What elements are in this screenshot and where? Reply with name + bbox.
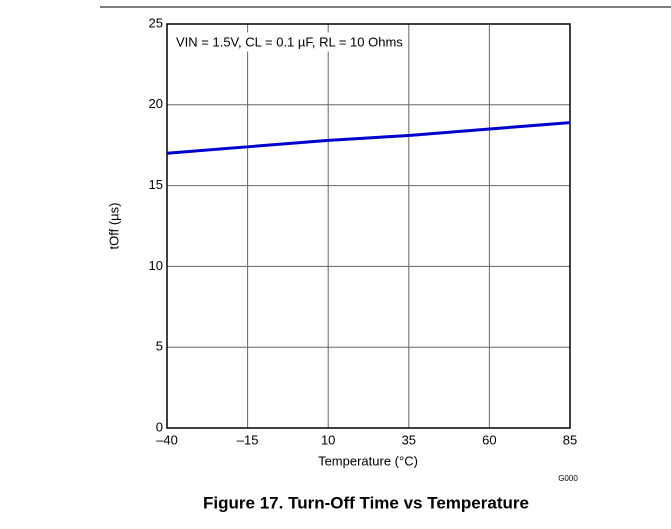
y-tick-label: 10 <box>149 258 163 273</box>
figure-code: G000 <box>558 474 578 483</box>
y-tick-label: 20 <box>149 96 163 111</box>
figure-caption: Figure 17. Turn-Off Time vs Temperature <box>203 493 529 512</box>
data-line <box>166 121 571 155</box>
annotation-bg <box>173 32 407 52</box>
x-tick-label: 35 <box>402 432 416 447</box>
x-tick-label: –40 <box>156 432 178 447</box>
x-tick-label: 10 <box>321 432 335 447</box>
x-tick-label: 85 <box>563 432 577 447</box>
x-tick-label: –15 <box>237 432 259 447</box>
y-tick-label: 15 <box>149 177 163 192</box>
y-axis-label: tOff (µs) <box>106 203 121 250</box>
y-tick-label: 0 <box>156 419 163 434</box>
plot-frame <box>166 23 571 429</box>
x-axis-label: Temperature (°C) <box>318 453 418 468</box>
y-tick-label: 5 <box>156 339 163 354</box>
x-tick-label: 60 <box>482 432 496 447</box>
y-tick-label: 25 <box>149 15 163 30</box>
annotation: VIN = 1.5V, CL = 0.1 µF, RL = 10 Ohms <box>176 34 403 49</box>
